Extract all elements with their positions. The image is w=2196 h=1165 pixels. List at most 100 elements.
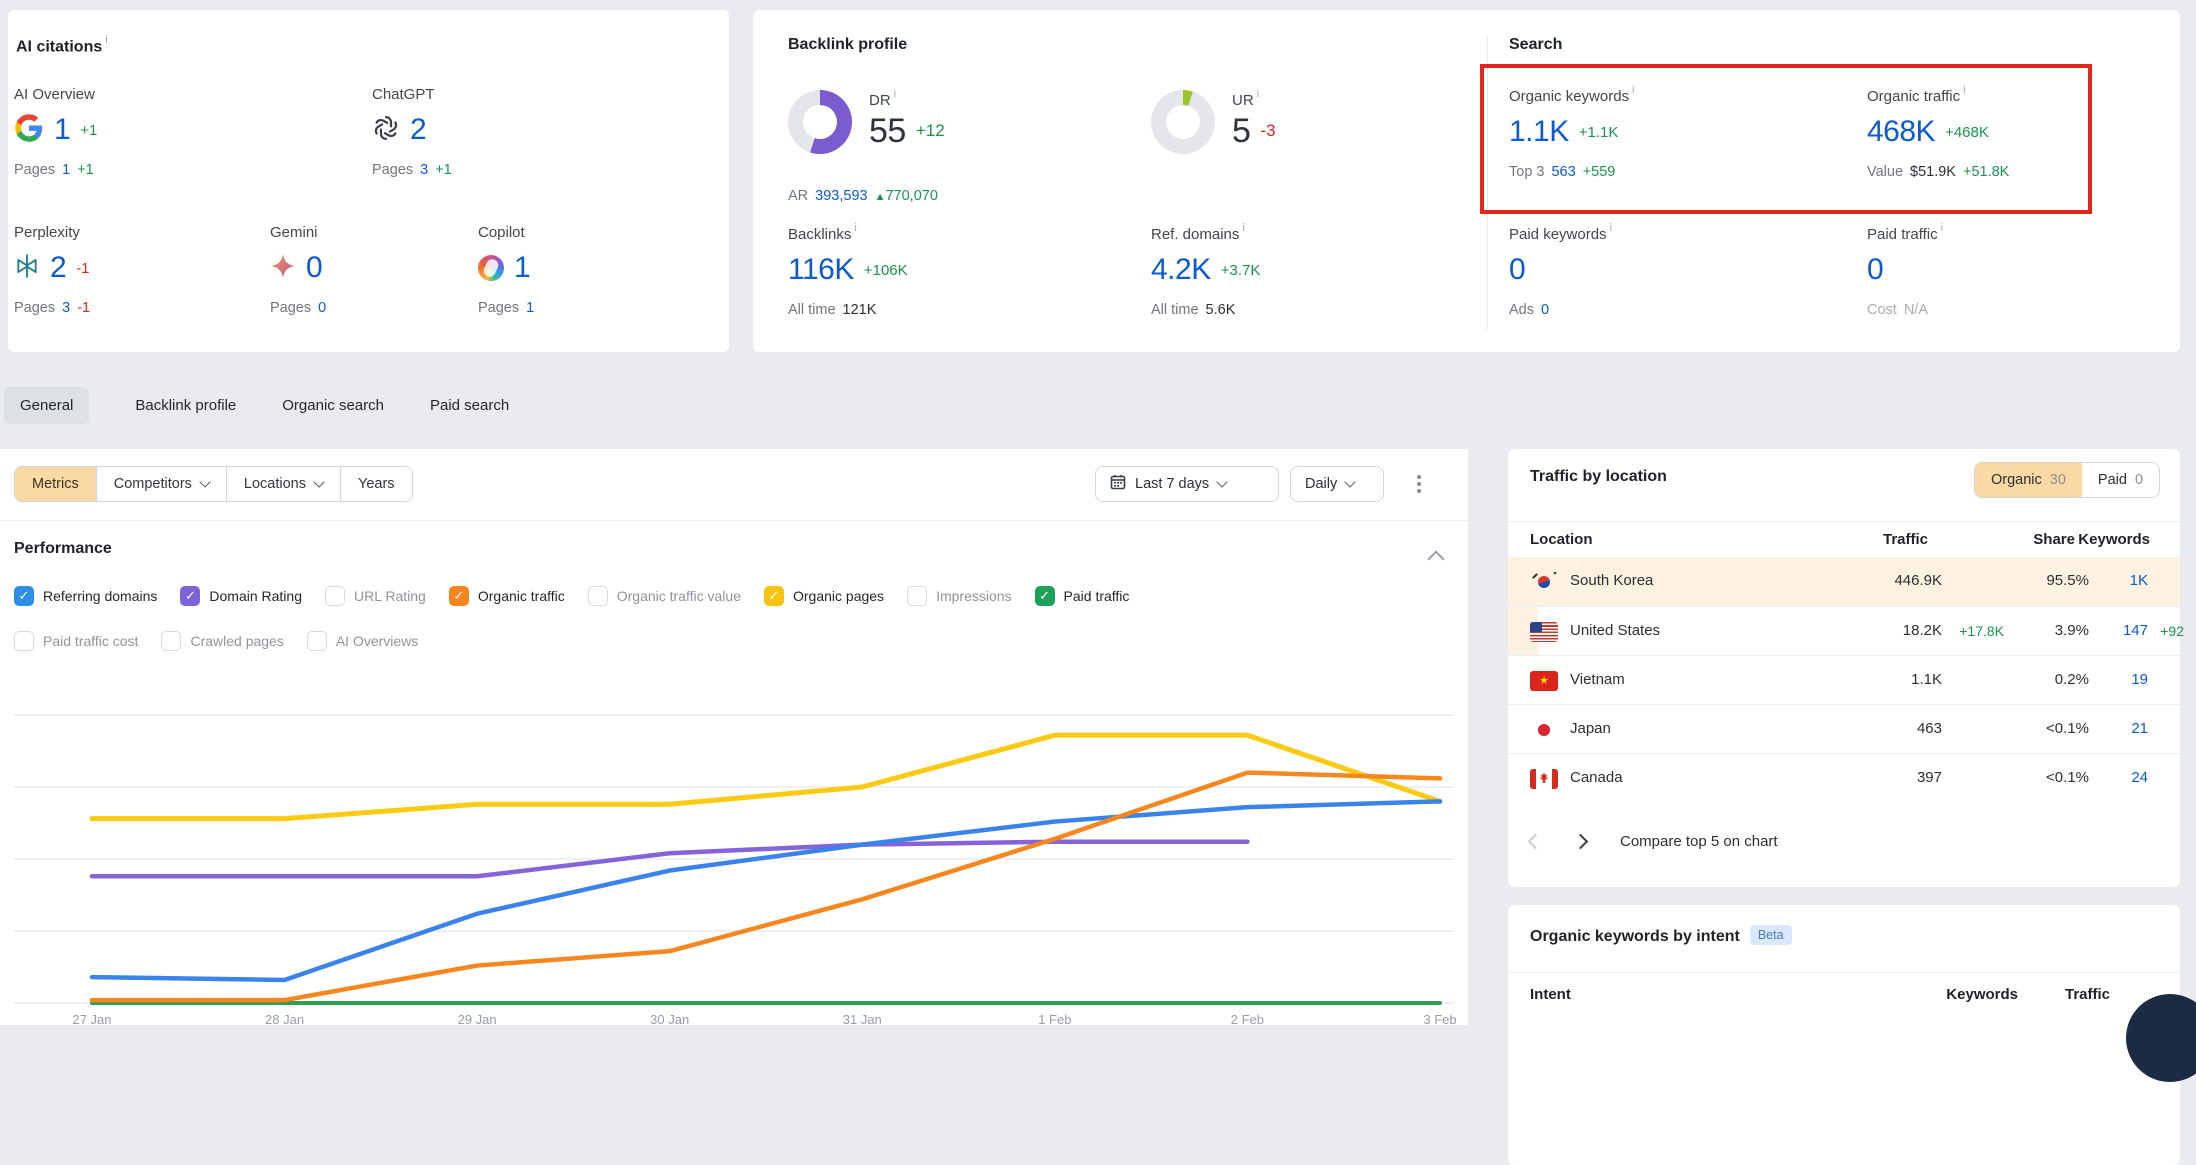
compare-top5-button[interactable]: Compare top 5 on chart [1620, 833, 1778, 850]
years-button[interactable]: Years [340, 467, 412, 501]
ai-citations-title-text: AI citations [16, 38, 102, 55]
traffic-value: 446.9K [1894, 572, 1942, 589]
checkbox-organic-traffic-value[interactable]: Organic traffic value [588, 586, 741, 606]
gemini-icon [270, 253, 296, 284]
metric-checkbox-row-1: ✓Referring domains ✓Domain Rating URL Rati… [14, 586, 1129, 606]
pages-value[interactable]: 3 [62, 300, 70, 316]
pages-value[interactable]: 1 [62, 162, 70, 178]
checkbox-domain-rating[interactable]: ✓Domain Rating [180, 586, 302, 606]
location-row-united-states[interactable]: United States18.2K+17.8K3.9%147+92 [1508, 606, 2180, 655]
paid-keywords-metric: Paid keywordsi 0 Ads0 [1509, 224, 1612, 318]
toggle-organic[interactable]: Organic30 [1975, 463, 2082, 497]
perplexity-value[interactable]: 2 [50, 253, 66, 283]
overview-tabs: General Backlink profile Organic search Pai… [4, 385, 509, 425]
collapse-chevron-up-icon[interactable] [1428, 551, 1445, 568]
chevron-down-icon [1345, 476, 1356, 487]
checkbox-url-rating[interactable]: URL Rating [325, 586, 426, 606]
tab-backlink-profile[interactable]: Backlink profile [135, 397, 236, 414]
granularity-dropdown[interactable]: Daily [1290, 466, 1384, 502]
checkbox-impressions[interactable]: Impressions [907, 586, 1011, 606]
checkbox-organic-pages[interactable]: ✓Organic pages [764, 586, 884, 606]
location-row-japan[interactable]: Japan463<0.1%21 [1508, 704, 2180, 753]
chatgpt-value[interactable]: 2 [410, 115, 426, 145]
checked-checkbox-icon[interactable]: ✓ [764, 586, 784, 606]
metrics-label: Metrics [32, 476, 79, 492]
checkbox-organic-traffic[interactable]: ✓Organic traffic [449, 586, 565, 606]
ads-value[interactable]: 0 [1541, 302, 1549, 318]
paid-traffic-value[interactable]: 0 [1867, 255, 1883, 285]
vn-flag-icon [1530, 671, 1558, 691]
keywords-link[interactable]: 1K [2130, 572, 2148, 589]
unchecked-checkbox-icon[interactable] [325, 586, 345, 606]
next-page-chevron-icon[interactable] [1573, 833, 1589, 849]
cost-value: N/A [1904, 302, 1928, 318]
paid-keywords-value[interactable]: 0 [1509, 255, 1525, 285]
metrics-button[interactable]: Metrics [15, 467, 96, 501]
checkbox-ai-overviews[interactable]: AI Overviews [307, 631, 418, 651]
performance-title: Performance [14, 540, 112, 558]
ref-domains-value[interactable]: 4.2K [1151, 255, 1211, 285]
keywords-link[interactable]: 24 [2131, 769, 2148, 786]
keywords-link[interactable]: 21 [2131, 720, 2148, 737]
checked-checkbox-icon[interactable]: ✓ [449, 586, 469, 606]
pages-value[interactable]: 1 [526, 300, 534, 316]
backlinks-value[interactable]: 116K [788, 255, 854, 285]
location-row-vietnam[interactable]: Vietnam1.1K0.2%19 [1508, 655, 2180, 704]
gemini-value[interactable]: 0 [306, 253, 322, 283]
checkbox-label: Crawled pages [190, 633, 283, 649]
keywords-link[interactable]: 147 [2123, 622, 2148, 639]
copilot-value[interactable]: 1 [514, 253, 530, 283]
tab-paid-search[interactable]: Paid search [430, 397, 509, 414]
checkbox-referring-domains[interactable]: ✓Referring domains [14, 586, 157, 606]
location-name: Canada [1570, 769, 1623, 786]
traffic-value: 1.1K [1911, 671, 1942, 688]
date-range-dropdown[interactable]: Last 7 days [1095, 466, 1279, 502]
us-flag-icon [1530, 622, 1558, 642]
ref-domains-delta: +3.7K [1221, 262, 1261, 279]
keywords-link[interactable]: 19 [2131, 671, 2148, 688]
location-row-canada[interactable]: Canada397<0.1%24 [1508, 753, 2180, 802]
pages-value[interactable]: 0 [318, 300, 326, 316]
unchecked-checkbox-icon[interactable] [161, 631, 181, 651]
more-options-button[interactable] [1412, 475, 1426, 496]
date-range-label: Last 7 days [1135, 476, 1209, 492]
pages-value[interactable]: 3 [420, 162, 428, 178]
competitors-dropdown[interactable]: Competitors [96, 467, 226, 501]
keywords-delta: +92 [2160, 623, 2184, 639]
beta-badge: Beta [1750, 925, 1792, 945]
chevron-down-icon [199, 476, 210, 487]
checked-checkbox-icon[interactable]: ✓ [1035, 586, 1055, 606]
ai-overview-value[interactable]: 1 [54, 115, 70, 145]
unchecked-checkbox-icon[interactable] [14, 631, 34, 651]
checked-checkbox-icon[interactable]: ✓ [180, 586, 200, 606]
organic-count: 30 [2050, 472, 2066, 488]
locations-dropdown[interactable]: Locations [226, 467, 340, 501]
checkbox-label: AI Overviews [336, 633, 418, 649]
unchecked-checkbox-icon[interactable] [907, 586, 927, 606]
ur-label: UR [1232, 92, 1254, 109]
toggle-paid[interactable]: Paid0 [2082, 463, 2159, 497]
tab-general[interactable]: General [4, 387, 89, 424]
checkbox-paid-traffic[interactable]: ✓ Paid traffic [1035, 586, 1130, 606]
dr-donut-chart [788, 90, 852, 154]
unchecked-checkbox-icon[interactable] [588, 586, 608, 606]
info-icon: i [894, 88, 896, 100]
pages-label: Pages [372, 162, 413, 178]
paid-label: Paid [2098, 472, 2127, 488]
performance-line-chart[interactable] [0, 655, 1468, 1015]
tab-organic-search[interactable]: Organic search [282, 397, 384, 414]
cost-label: Cost [1867, 302, 1897, 318]
prev-page-chevron-icon[interactable] [1528, 833, 1544, 849]
locations-label: Locations [244, 476, 306, 492]
checkbox-crawled-pages[interactable]: Crawled pages [161, 631, 283, 651]
ur-value: 5 [1232, 114, 1250, 148]
chevron-down-icon [1217, 476, 1228, 487]
checkbox-label: Paid traffic [1064, 588, 1130, 604]
checkbox-paid-traffic-cost[interactable]: Paid traffic cost [14, 631, 138, 651]
alltime-value: 121K [843, 302, 877, 318]
ar-value[interactable]: 393,593 [815, 188, 867, 204]
checked-checkbox-icon[interactable]: ✓ [14, 586, 34, 606]
unchecked-checkbox-icon[interactable] [307, 631, 327, 651]
location-row-south-korea[interactable]: South Korea446.9K95.5%1K [1508, 557, 2180, 606]
traffic-by-location-title: Traffic by location [1530, 468, 1667, 486]
